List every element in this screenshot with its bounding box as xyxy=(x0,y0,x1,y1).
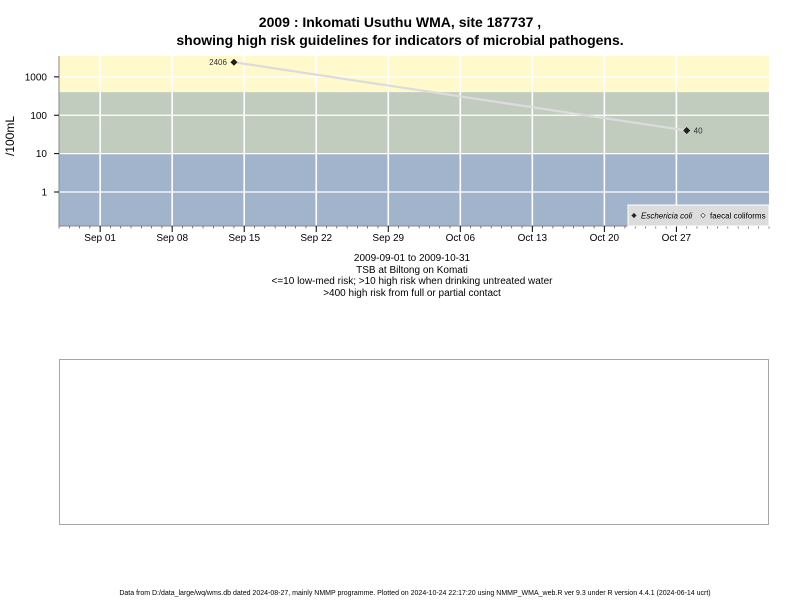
x-tick-label: Sep 08 xyxy=(156,233,188,244)
footer-note: Data from D:/data_large/wq/wms.db dated … xyxy=(119,590,711,597)
caption-site-name: TSB at Biltong on Komati xyxy=(356,264,468,276)
chart-title-line1: 2009 : Inkomati Usuthu WMA, site 187737 … xyxy=(258,14,542,30)
empty-secondary-panel xyxy=(59,359,769,525)
series-line-ecoli xyxy=(233,61,687,132)
x-tick-label: Oct 27 xyxy=(662,233,692,244)
band-drinking-risk xyxy=(59,92,769,154)
legend-marker-ecoli xyxy=(631,212,637,219)
chart-title-line2: showing high risk guidelines for indicat… xyxy=(176,32,624,48)
legend-marker-faecal-coliforms xyxy=(700,212,706,219)
y-tick-label: 10 xyxy=(36,149,48,160)
caption-risk-contact: >400 high risk from full or partial cont… xyxy=(323,287,501,299)
x-tick-label: Sep 01 xyxy=(84,233,116,244)
data-point-ecoli xyxy=(230,58,238,66)
x-tick-label: Oct 13 xyxy=(518,233,548,244)
x-tick-label: Sep 29 xyxy=(372,233,404,244)
data-point-ecoli xyxy=(683,126,691,135)
y-tick-label: 1 xyxy=(41,187,47,198)
data-label: 2406 xyxy=(209,58,227,67)
y-tick-label: 1000 xyxy=(25,72,48,83)
x-tick-label: Sep 22 xyxy=(300,233,332,244)
data-label: 40 xyxy=(694,127,703,136)
band-high-contact-risk xyxy=(59,56,769,93)
y-tick-label: 100 xyxy=(30,111,47,122)
x-tick-label: Sep 15 xyxy=(228,233,260,244)
x-tick-label: Oct 06 xyxy=(446,233,476,244)
legend-box xyxy=(627,204,770,227)
legend-label-faecal-coliforms: faecal coliforms xyxy=(710,212,766,221)
legend-label-ecoli: Eschericia coli xyxy=(641,212,692,221)
y-axis-title: /100mL xyxy=(3,116,17,156)
caption-risk-drinking: <=10 low-med risk; >10 high risk when dr… xyxy=(271,276,553,287)
x-tick-label: Oct 20 xyxy=(590,233,620,244)
caption-date-range: 2009-09-01 to 2009-10-31 xyxy=(353,253,471,264)
